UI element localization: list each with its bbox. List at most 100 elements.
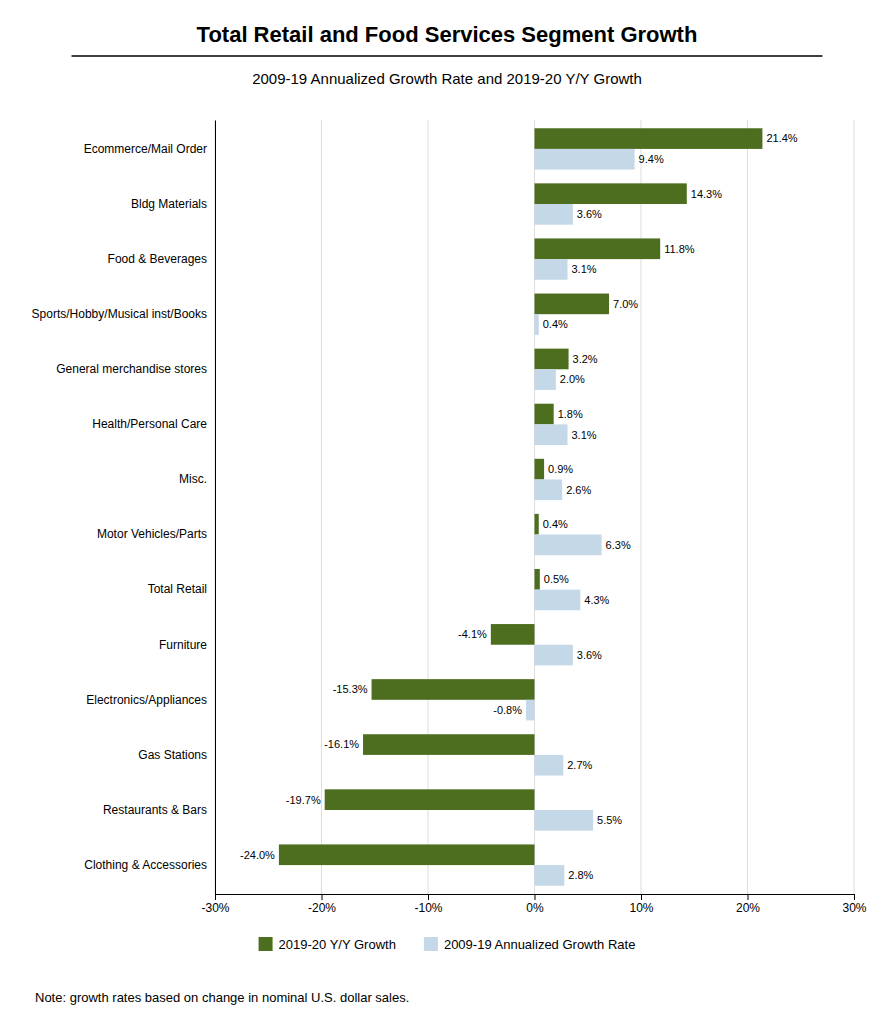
data-labels: 21.4%14.3%11.8%7.0%3.2%1.8%0.9%0.4%0.5%-…	[240, 132, 798, 881]
x-tick: -20%	[308, 894, 336, 915]
bar	[535, 645, 573, 666]
y-tick: General merchandise stores	[56, 362, 215, 376]
data-label: 0.5%	[544, 573, 569, 585]
y-tick: Motor Vehicles/Parts	[97, 527, 215, 541]
y-tick: Total Retail	[148, 582, 215, 596]
bar	[535, 479, 563, 500]
bar	[535, 459, 545, 480]
x-tick-label: -10%	[414, 901, 442, 915]
data-label: -4.1%	[458, 628, 487, 640]
bar	[535, 149, 635, 170]
bar	[526, 700, 535, 721]
data-label: 2.6%	[566, 484, 591, 496]
x-tick-label: 30%	[842, 901, 866, 915]
category-label: Food & Beverages	[108, 252, 207, 266]
y-tick: Misc.	[179, 472, 215, 486]
bar	[535, 294, 610, 315]
grid-line	[534, 120, 535, 894]
grid-line	[215, 120, 216, 894]
bar	[535, 314, 539, 335]
grid-line	[641, 120, 642, 894]
y-axis-line	[215, 121, 216, 895]
bar	[535, 569, 540, 590]
x-tick-label: 10%	[629, 901, 653, 915]
bar	[535, 238, 661, 259]
legend-item: 2009-19 Annualized Growth Rate	[424, 937, 636, 952]
x-tick: -30%	[201, 894, 229, 915]
x-tick-label: 20%	[736, 901, 760, 915]
bar	[535, 535, 602, 556]
x-tick-mark	[322, 894, 323, 900]
x-axis-line	[216, 895, 855, 901]
bar	[535, 349, 569, 370]
subtitle: 2009-19 Annualized Growth Rate and 2019-…	[252, 70, 642, 87]
y-tick: Restaurants & Bars	[103, 803, 215, 817]
bar	[535, 128, 763, 149]
bar	[363, 734, 534, 755]
data-label: 2.0%	[560, 373, 585, 385]
y-tick: Furniture	[159, 638, 215, 652]
category-label: Electronics/Appliances	[86, 693, 207, 707]
legend-swatch	[259, 937, 273, 951]
data-label: -16.1%	[324, 738, 359, 750]
x-tick: -10%	[414, 894, 442, 915]
bar	[535, 514, 539, 535]
bar	[535, 755, 564, 776]
bar	[325, 789, 535, 810]
category-label: Health/Personal Care	[92, 417, 207, 431]
data-label: 11.8%	[664, 243, 695, 255]
data-label: 3.2%	[573, 353, 598, 365]
data-label: 0.4%	[543, 518, 568, 530]
bar	[535, 865, 565, 886]
category-label: Misc.	[179, 472, 207, 486]
bar	[535, 183, 687, 204]
data-label: 2.8%	[568, 869, 593, 881]
data-label: 3.6%	[577, 208, 602, 220]
category-label: Ecommerce/Mail Order	[84, 142, 207, 156]
bars	[279, 128, 763, 885]
category-label: Clothing & Accessories	[84, 858, 207, 872]
y-tick: Gas Stations	[138, 748, 215, 762]
x-tick-mark	[535, 894, 536, 900]
x-tick-mark	[748, 894, 749, 900]
data-label: 21.4%	[766, 132, 797, 144]
x-tick-label: -20%	[308, 901, 336, 915]
bar	[535, 424, 568, 445]
x-tick: 10%	[629, 894, 653, 915]
category-label: Bldg Materials	[131, 197, 207, 211]
data-label: 0.9%	[548, 463, 573, 475]
legend: 2019-20 Y/Y Growth 2009-19 Annualized Gro…	[259, 937, 636, 952]
data-label: 4.3%	[584, 594, 609, 606]
y-tick: Sports/Hobby/Musical inst/Books	[32, 307, 215, 321]
category-label: Gas Stations	[138, 748, 207, 762]
data-label: -0.8%	[493, 704, 522, 716]
category-label: Motor Vehicles/Parts	[97, 527, 207, 541]
y-tick: Health/Personal Care	[92, 417, 215, 431]
data-label: 2.7%	[567, 759, 592, 771]
x-tick: 0%	[526, 894, 544, 915]
series	[279, 128, 763, 865]
category-label: Restaurants & Bars	[103, 803, 207, 817]
x-axis: -30% -20% -10% 0% 10% 20% 30%	[201, 894, 866, 915]
legend-item: 2019-20 Y/Y Growth	[259, 937, 396, 952]
legend-label: 2009-19 Annualized Growth Rate	[444, 937, 636, 952]
data-label: 3.1%	[572, 263, 597, 275]
data-label: 14.3%	[691, 188, 722, 200]
y-tick: Food & Beverages	[108, 252, 215, 266]
data-label: 5.5%	[597, 814, 622, 826]
y-axis: Ecommerce/Mail Order Bldg Materials Food &…	[32, 121, 216, 895]
chart: Total Retail and Food Services Segment G…	[0, 0, 894, 1024]
bar	[535, 204, 573, 225]
legend-swatch	[424, 937, 438, 951]
y-tick: Clothing & Accessories	[84, 858, 215, 872]
x-tick-label: 0%	[526, 901, 544, 915]
data-label: 0.4%	[543, 318, 568, 330]
data-label: 1.8%	[558, 408, 583, 420]
data-label: 6.3%	[606, 539, 631, 551]
data-label: 3.1%	[572, 429, 597, 441]
y-tick: Bldg Materials	[131, 197, 215, 211]
x-tick-mark	[215, 894, 216, 900]
bar	[535, 810, 594, 831]
bar	[279, 844, 535, 865]
title-underline	[72, 55, 823, 57]
